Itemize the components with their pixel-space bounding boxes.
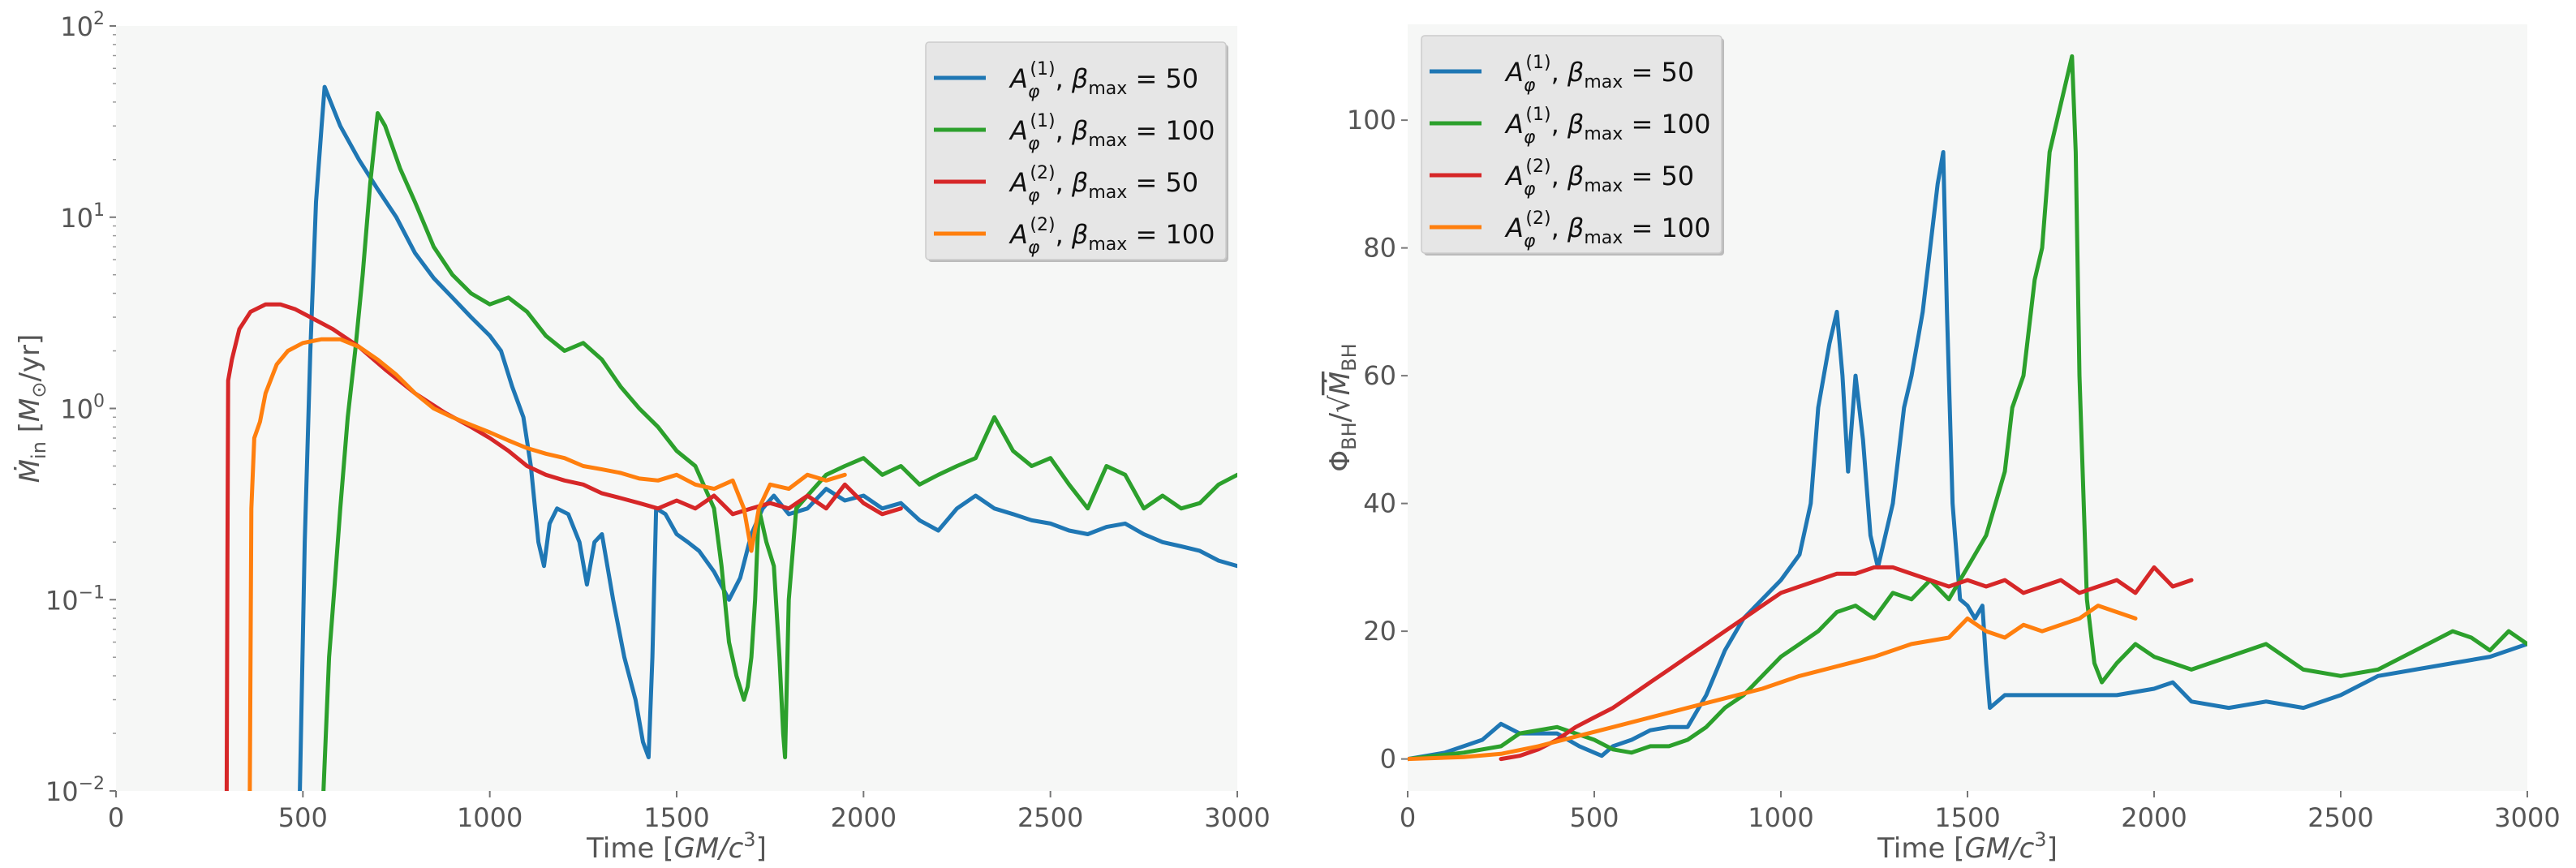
series-line-4 <box>247 337 847 791</box>
chart-panel-2: 0 500 1000 1500 2000 2500 3000 0 20 40 60 80 100 Time… <box>1324 24 2561 865</box>
y-tick-label: 60 <box>1363 360 1396 391</box>
y-tick-label: 10−1 <box>45 582 105 616</box>
y-axis-label: ΦBH/√ṀBH <box>1324 343 1361 471</box>
legend-box <box>925 41 1227 260</box>
legend-label: Aφ(2), βmax = 50 <box>1504 157 1694 200</box>
legend-label: Aφ(2), βmax = 100 <box>1008 215 1215 258</box>
legend-label: Aφ(1), βmax = 100 <box>1504 105 1711 148</box>
x-tick-label: 0 <box>1400 802 1416 833</box>
x-axis-label: Time [GM/c3] <box>586 828 767 865</box>
series-line-3 <box>1499 565 2194 762</box>
legend-label: Aφ(2), βmax = 50 <box>1008 163 1198 206</box>
x-tick-label: 1000 <box>1748 802 1813 833</box>
y-tick-label: 100 <box>60 392 105 425</box>
x-tick-label: 500 <box>278 802 328 833</box>
x-tick-label: 3000 <box>1204 802 1270 833</box>
x-tick-label: 500 <box>1569 802 1619 833</box>
x-tick-label: 2000 <box>2121 802 2187 833</box>
series-line-3 <box>224 302 903 791</box>
series-line-4 <box>1408 604 2138 762</box>
y-tick-label: 102 <box>60 9 105 42</box>
legend-label: Aφ(2), βmax = 100 <box>1504 208 1711 251</box>
series-line-2 <box>321 111 1237 791</box>
x-tick-label: 1500 <box>643 802 709 833</box>
legend: Aφ(1), βmax = 50 Aφ(1), βmax = 100 Aφ(2), … <box>925 41 1228 262</box>
series-group <box>1408 54 2527 762</box>
y-axis-label: Ṁin [M⊙/yr] <box>14 334 50 483</box>
legend-label: Aφ(1), βmax = 100 <box>1008 111 1215 154</box>
x-tick-label: 1500 <box>1934 802 2000 833</box>
legend-label: Aφ(1), βmax = 50 <box>1504 53 1694 96</box>
y-tick-label: 100 <box>1347 105 1396 135</box>
legend: Aφ(1), βmax = 50 Aφ(1), βmax = 100 Aφ(2), … <box>1421 35 1724 256</box>
y-tick-label: 80 <box>1363 233 1396 264</box>
legend-label: Aφ(1), βmax = 50 <box>1008 59 1198 102</box>
y-tick-label: 20 <box>1363 616 1396 647</box>
x-tick-label: 0 <box>108 802 124 833</box>
series-line-2 <box>1408 54 2527 762</box>
series-line-1 <box>1408 150 2527 762</box>
x-tick-label: 1000 <box>457 802 523 833</box>
x-tick-label: 2500 <box>2307 802 2373 833</box>
legend-box <box>1421 35 1722 254</box>
x-axis-label: Time [GM/c3] <box>1877 828 2058 865</box>
chart-panel-1: 0 500 1000 1500 2000 2500 3000 10−2 10−1 100 101 10… <box>14 9 1271 865</box>
y-tick-label: 0 <box>1380 744 1396 775</box>
x-tick-label: 2000 <box>831 802 897 833</box>
series-group <box>224 84 1237 791</box>
y-tick-label: 10−2 <box>45 774 105 807</box>
y-tick-label: 101 <box>60 200 105 234</box>
x-tick-label: 3000 <box>2494 802 2560 833</box>
y-tick-label: 40 <box>1363 488 1396 519</box>
x-tick-label: 2500 <box>1017 802 1083 833</box>
